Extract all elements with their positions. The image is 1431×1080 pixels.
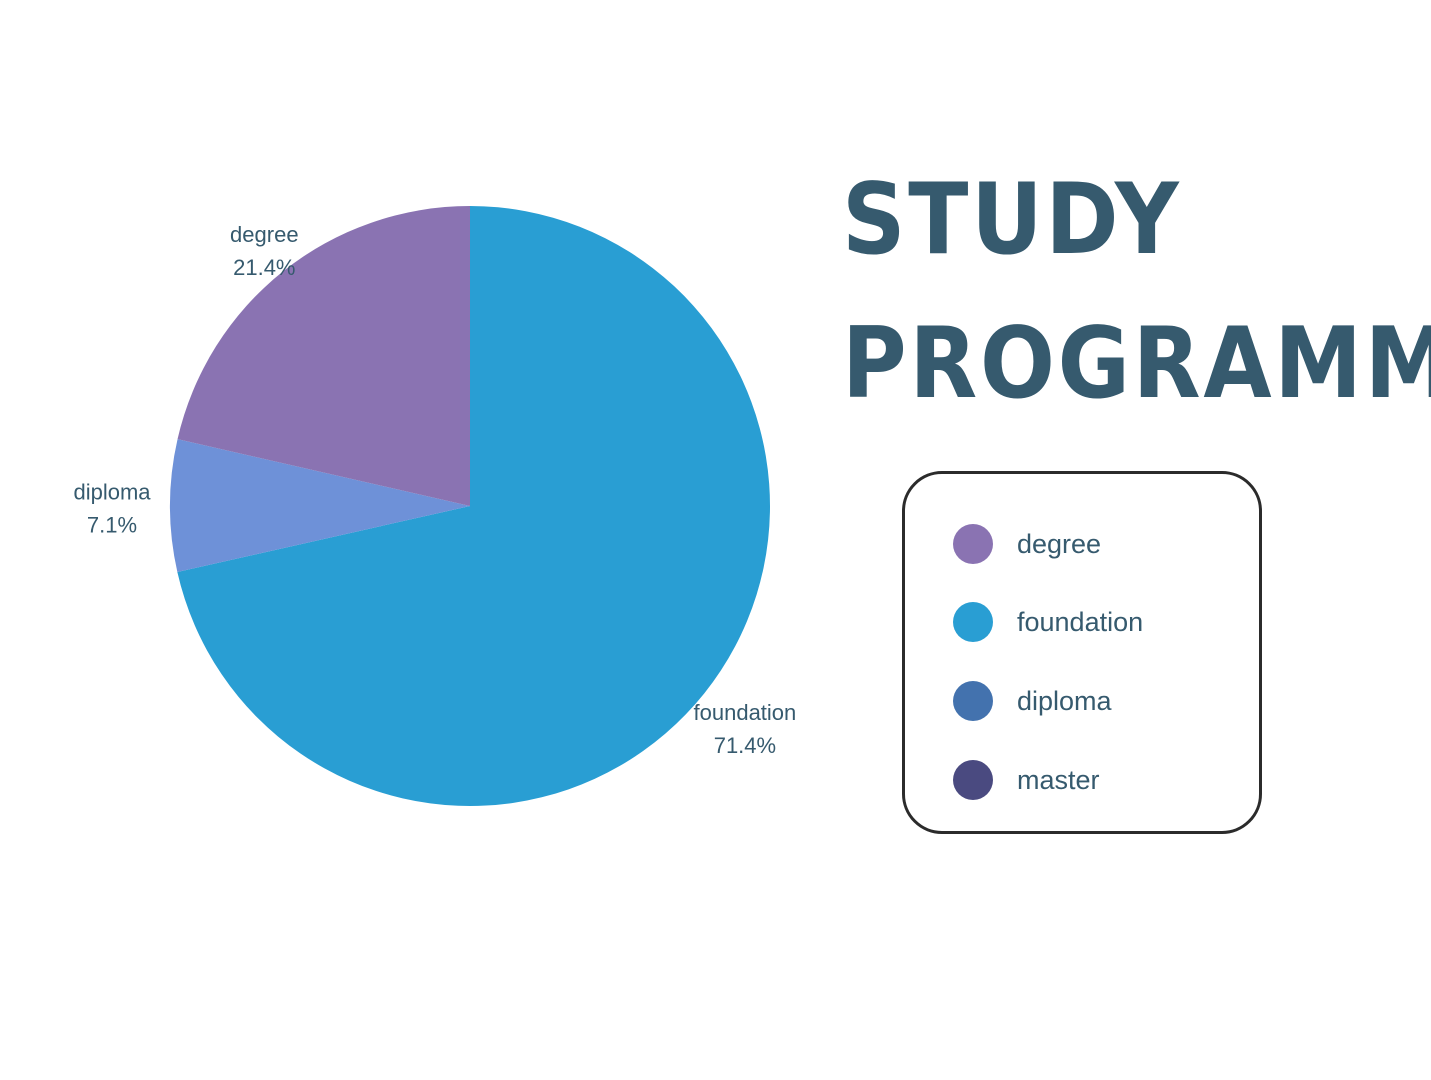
legend-swatch-master: [953, 760, 993, 800]
title-line-2: PROGRAMME: [842, 307, 1431, 421]
slice-percent-foundation: 71.4%: [714, 733, 776, 758]
legend-label-degree: degree: [1017, 528, 1102, 559]
legend-swatch-degree: [953, 524, 993, 564]
legend-item-diploma: diploma: [953, 681, 1112, 721]
title-line-1: STUDY: [842, 163, 1182, 277]
legend-label-master: master: [1017, 764, 1100, 795]
legend-swatch-diploma: [953, 681, 993, 721]
slice-label-diploma: diploma: [73, 479, 151, 504]
slice-percent-degree: 21.4%: [233, 255, 295, 280]
legend-label-diploma: diploma: [1017, 685, 1112, 716]
legend-item-degree: degree: [953, 524, 1101, 564]
chart-title: STUDY PROGRAMME: [842, 148, 1431, 436]
legend-label-foundation: foundation: [1017, 606, 1144, 637]
legend-item-master: master: [953, 760, 1100, 800]
legend-item-foundation: foundation: [953, 602, 1143, 642]
slice-label-foundation: foundation: [694, 700, 797, 725]
pie-slice-degree: [177, 205, 471, 507]
slice-label-degree: degree: [230, 222, 299, 247]
pie-slice-diploma: [170, 439, 470, 572]
slice-percent-diploma: 7.1%: [87, 512, 137, 537]
pie-slice-foundation: [177, 206, 770, 806]
legend: degree foundation diploma master: [902, 471, 1262, 834]
legend-swatch-foundation: [953, 602, 993, 642]
